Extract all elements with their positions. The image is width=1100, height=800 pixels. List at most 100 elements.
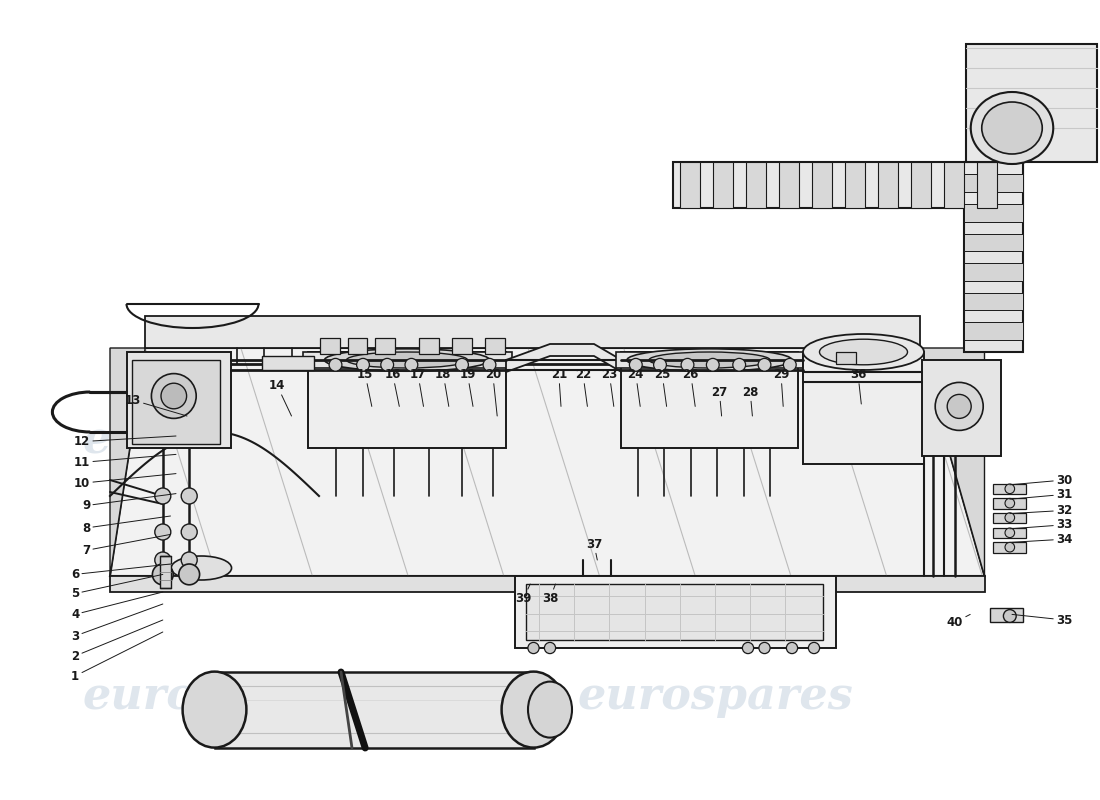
- Circle shape: [629, 358, 642, 371]
- Ellipse shape: [324, 349, 490, 371]
- Text: 29: 29: [773, 368, 789, 406]
- Text: 38: 38: [542, 584, 558, 605]
- Ellipse shape: [528, 682, 572, 738]
- Bar: [320, 338, 340, 354]
- Bar: [964, 322, 1023, 340]
- Polygon shape: [515, 576, 836, 648]
- Bar: [680, 162, 700, 208]
- Text: 40: 40: [947, 614, 970, 629]
- Text: 22: 22: [575, 368, 591, 406]
- Circle shape: [182, 488, 197, 504]
- Circle shape: [783, 358, 796, 371]
- Text: 27: 27: [712, 386, 727, 416]
- Circle shape: [179, 564, 199, 585]
- Text: 21: 21: [551, 368, 566, 406]
- Circle shape: [935, 382, 983, 430]
- Ellipse shape: [346, 352, 468, 368]
- Bar: [977, 162, 997, 208]
- Circle shape: [155, 488, 170, 504]
- Circle shape: [681, 358, 694, 371]
- Circle shape: [155, 524, 170, 540]
- Polygon shape: [922, 360, 1001, 456]
- Bar: [993, 528, 1026, 538]
- Text: 39: 39: [516, 584, 531, 605]
- Circle shape: [1005, 484, 1014, 494]
- Bar: [812, 162, 832, 208]
- Text: 14: 14: [270, 379, 292, 416]
- Text: 9: 9: [81, 494, 176, 512]
- Circle shape: [733, 358, 746, 371]
- Polygon shape: [673, 162, 1023, 208]
- Bar: [713, 162, 733, 208]
- Circle shape: [483, 358, 496, 371]
- Circle shape: [947, 394, 971, 418]
- Polygon shape: [110, 348, 145, 576]
- Text: 8: 8: [81, 516, 170, 534]
- Polygon shape: [308, 352, 506, 448]
- Polygon shape: [145, 316, 920, 348]
- Text: 2: 2: [72, 620, 163, 662]
- Text: 30: 30: [1010, 474, 1072, 486]
- Text: 1: 1: [72, 632, 163, 682]
- Polygon shape: [126, 352, 231, 448]
- Ellipse shape: [970, 92, 1054, 164]
- Circle shape: [152, 374, 196, 418]
- Text: 36: 36: [850, 368, 866, 404]
- Text: 32: 32: [1010, 504, 1072, 517]
- Text: 6: 6: [70, 564, 170, 581]
- Circle shape: [405, 358, 418, 371]
- Polygon shape: [966, 44, 1097, 162]
- Circle shape: [356, 358, 370, 371]
- Bar: [964, 293, 1023, 310]
- Ellipse shape: [170, 556, 231, 580]
- Text: eurospares: eurospares: [82, 418, 358, 462]
- Circle shape: [758, 358, 771, 371]
- Text: 24: 24: [628, 368, 643, 406]
- Text: 20: 20: [485, 368, 501, 416]
- Circle shape: [528, 642, 539, 654]
- Polygon shape: [506, 344, 621, 372]
- Text: 16: 16: [385, 368, 400, 406]
- Ellipse shape: [649, 352, 770, 368]
- Ellipse shape: [981, 102, 1043, 154]
- Polygon shape: [302, 352, 512, 368]
- Bar: [993, 513, 1026, 523]
- Text: 18: 18: [436, 368, 451, 406]
- Ellipse shape: [183, 672, 246, 747]
- Polygon shape: [132, 360, 220, 444]
- Circle shape: [759, 642, 770, 654]
- Circle shape: [1005, 542, 1014, 552]
- Text: eurospares: eurospares: [578, 674, 852, 718]
- Circle shape: [455, 358, 469, 371]
- Text: 33: 33: [1010, 518, 1072, 531]
- Text: eurospares: eurospares: [544, 418, 820, 462]
- Bar: [845, 162, 865, 208]
- Ellipse shape: [820, 339, 908, 365]
- Bar: [964, 234, 1023, 251]
- Text: 150: 150: [684, 418, 812, 478]
- Text: 13: 13: [124, 394, 187, 416]
- Circle shape: [544, 642, 556, 654]
- Circle shape: [155, 552, 170, 568]
- Circle shape: [182, 524, 197, 540]
- Text: 4: 4: [70, 592, 163, 621]
- Circle shape: [808, 642, 820, 654]
- Text: 3: 3: [72, 604, 163, 642]
- Text: 25: 25: [654, 368, 670, 406]
- Polygon shape: [262, 356, 314, 370]
- Text: 28: 28: [742, 386, 758, 416]
- Bar: [993, 484, 1026, 494]
- Circle shape: [161, 383, 187, 409]
- Ellipse shape: [502, 672, 565, 747]
- Bar: [964, 204, 1023, 222]
- Bar: [836, 352, 856, 364]
- Bar: [452, 338, 472, 354]
- Text: 11: 11: [74, 454, 176, 469]
- Circle shape: [1005, 498, 1014, 508]
- Ellipse shape: [803, 334, 924, 370]
- Circle shape: [1005, 513, 1014, 522]
- Text: 10: 10: [74, 474, 176, 490]
- Polygon shape: [621, 352, 797, 448]
- Text: 37: 37: [586, 538, 602, 560]
- Text: 5: 5: [70, 574, 163, 600]
